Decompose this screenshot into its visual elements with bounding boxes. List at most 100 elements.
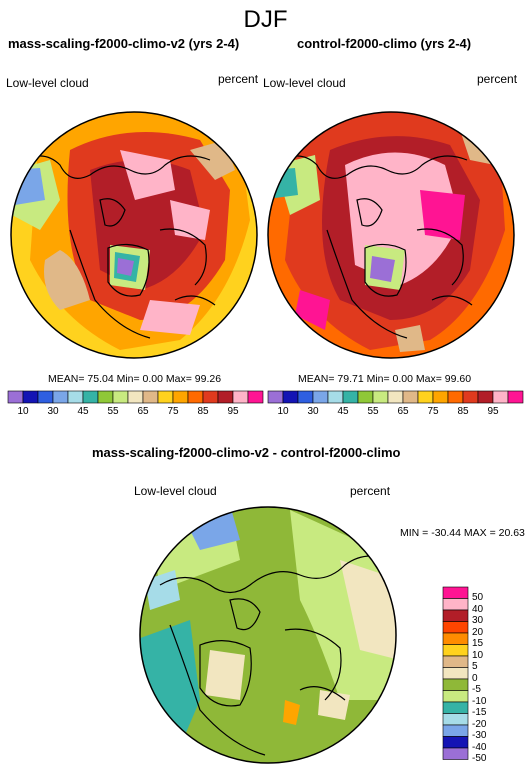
colorbar-tick-label: 65 — [397, 406, 409, 417]
colorbar-tick-label: 10 — [277, 406, 289, 417]
map-panel-1 — [10, 111, 258, 359]
map-3-cream-patch — [318, 690, 350, 720]
colorbar-swatch — [187, 390, 204, 404]
panel-2-title: control-f2000-climo (yrs 2-4) — [297, 36, 472, 51]
colorbar-tick-label: 45 — [77, 406, 89, 417]
panel-1-variable-label: Low-level cloud — [6, 76, 89, 90]
panel-2-stats: MEAN= 79.71 Min= 0.00 Max= 99.60 — [298, 373, 472, 385]
map-panel-diff — [139, 506, 397, 764]
diff-colorbar-swatch — [442, 598, 469, 611]
panel-1-stats: MEAN= 75.04 Min= 0.00 Max= 99.26 — [48, 373, 222, 385]
panel-1-title: mass-scaling-f2000-climo-v2 (yrs 2-4) — [8, 36, 240, 51]
colorbar-swatch — [477, 390, 494, 404]
map-1-pink-patch-3 — [140, 300, 200, 335]
diff-colorbar-tick-label: -5 — [472, 684, 481, 695]
diff-colorbar-tick-label: -40 — [472, 741, 487, 753]
map-2-border — [267, 111, 515, 359]
map-1-coastlines — [24, 155, 216, 339]
colorbar-tick-label: 55 — [367, 406, 379, 417]
diff-colorbar-tick-label: 5 — [472, 661, 478, 672]
panel-2-units-label: percent — [477, 72, 518, 86]
map-3-orange-patch — [283, 700, 300, 725]
colorbar-swatch — [127, 390, 144, 404]
diff-colorbar-tick-label: 15 — [472, 638, 484, 649]
colorbar-swatch — [402, 390, 419, 404]
colorbar-swatch — [372, 390, 389, 404]
diff-colorbar-tick-label: -10 — [472, 695, 487, 707]
colorbar-swatch — [282, 390, 299, 404]
colorbar-panel-1 — [7, 390, 264, 404]
panel-1-units-label: percent — [218, 72, 259, 86]
diff-colorbar-tick-label: 50 — [472, 592, 484, 603]
diff-colorbar-swatch — [442, 655, 469, 668]
colorbar-tick-label: 65 — [137, 406, 149, 417]
colorbar-swatch — [327, 390, 344, 404]
colorbar-swatch — [387, 390, 404, 404]
colorbar-swatch — [82, 390, 99, 404]
map-2-greenland-purple — [370, 256, 395, 282]
colorbar-tick-label: 75 — [167, 406, 179, 417]
diff-colorbar-swatch — [442, 621, 469, 634]
diff-colorbar-swatch — [442, 586, 469, 599]
diff-colorbar-swatch — [442, 736, 469, 749]
colorbar-swatch — [357, 390, 374, 404]
figure-title: DJF — [243, 6, 288, 33]
diff-panel-stats: MIN = -30.44 MAX = 20.63 — [400, 527, 525, 539]
diff-colorbar-tick-label: 10 — [472, 649, 484, 661]
diff-panel-units-label: percent — [350, 484, 391, 498]
diff-colorbar-swatch — [442, 713, 469, 726]
colorbar-tick-label: 45 — [337, 406, 349, 417]
colorbar-swatch — [97, 390, 114, 404]
colorbar-tick-label: 85 — [197, 406, 209, 417]
map-3-border — [139, 506, 397, 764]
colorbar-swatch — [312, 390, 329, 404]
diff-colorbar-swatch — [442, 690, 469, 703]
colorbar-swatch — [417, 390, 434, 404]
colorbar-swatch — [492, 390, 509, 404]
diff-colorbar-swatch — [442, 609, 469, 622]
diff-colorbar-tick-label: -50 — [472, 753, 487, 764]
colorbar-swatch — [202, 390, 219, 404]
diff-colorbar-tick-label: 20 — [472, 626, 484, 638]
colorbar-swatch — [142, 390, 159, 404]
colorbar-tick-label: 10 — [17, 406, 29, 417]
map-2-magenta-patch — [420, 190, 465, 240]
colorbar-panel-2 — [267, 390, 524, 404]
map-2-teal-field — [270, 168, 298, 198]
colorbar-swatch — [462, 390, 479, 404]
colorbar-swatch — [447, 390, 464, 404]
colorbar-swatch — [297, 390, 314, 404]
diff-colorbar-swatch — [442, 701, 469, 714]
diff-colorbar-tick-label: 30 — [472, 615, 484, 626]
map-1-greenland-purple — [117, 258, 134, 276]
colorbar-tick-label: 30 — [307, 406, 319, 417]
map-2-coastlines — [281, 155, 473, 339]
map-1-tan-field — [44, 250, 90, 310]
colorbar-diff — [442, 586, 469, 760]
diff-colorbar-swatch — [442, 667, 469, 680]
colorbar-swatch — [7, 390, 24, 404]
map-3-coastlines — [159, 555, 391, 756]
diff-colorbar-swatch — [442, 747, 469, 760]
map-panel-2 — [267, 111, 515, 359]
colorbar-tick-label: 95 — [227, 406, 239, 417]
map-2-magenta-patch-2 — [295, 290, 330, 330]
colorbar-swatch — [22, 390, 39, 404]
colorbar-swatch — [37, 390, 54, 404]
diff-colorbar-tick-label: -15 — [472, 707, 487, 718]
colorbar-swatch — [342, 390, 359, 404]
map-1-pink-patch — [120, 150, 175, 200]
map-1-border — [10, 111, 258, 359]
colorbar-swatch — [217, 390, 234, 404]
colorbar-tick-label: 85 — [457, 406, 469, 417]
diff-panel-variable-label: Low-level cloud — [134, 484, 217, 498]
diff-colorbar-swatch — [442, 632, 469, 645]
colorbar-swatch — [247, 390, 264, 404]
map-3-cream-field — [340, 560, 396, 660]
diff-colorbar-swatch — [442, 724, 469, 737]
diff-colorbar-tick-label: 40 — [472, 603, 484, 615]
colorbar-swatch — [52, 390, 69, 404]
diff-colorbar-tick-label: -30 — [472, 730, 487, 741]
colorbar-swatch — [432, 390, 449, 404]
